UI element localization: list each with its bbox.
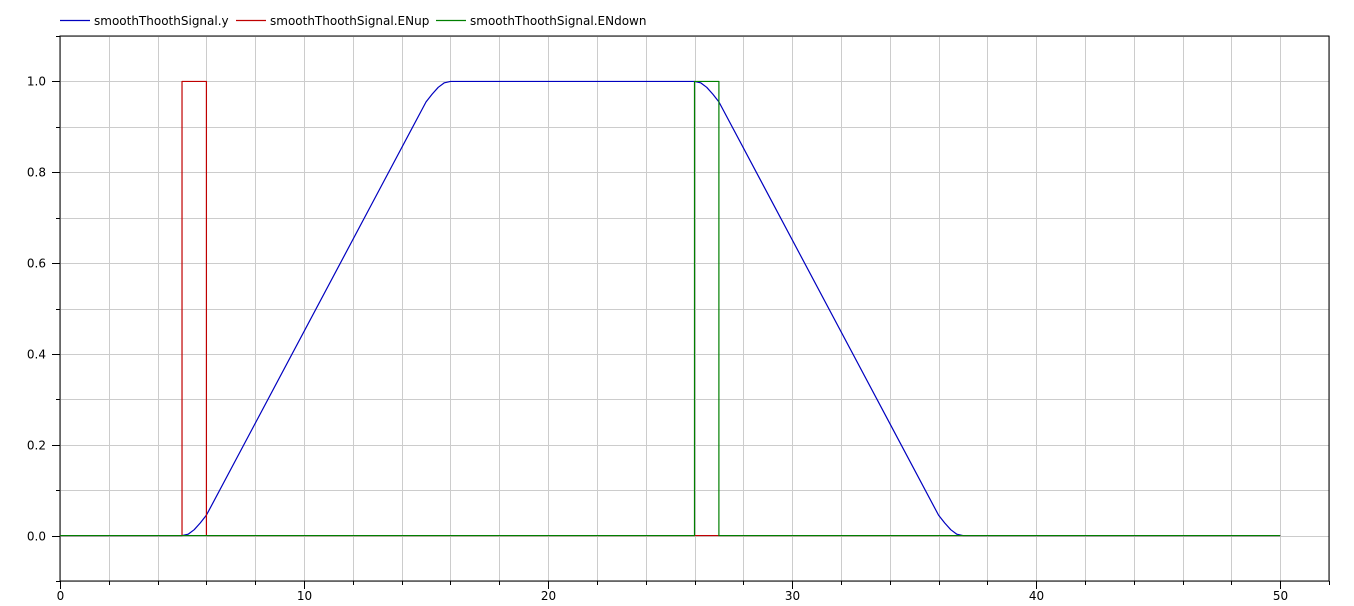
series-line-2 [60, 80, 1281, 537]
plot-frame [59, 35, 1330, 582]
x-tick-label: 0 [57, 589, 65, 603]
legend-label-2: smoothThoothSignal.ENup [270, 14, 429, 28]
y-tick-label: 0.0 [27, 530, 46, 544]
legend-label-3: smoothThoothSignal.ENdown [470, 14, 646, 28]
y-tick-label: 0.8 [27, 166, 46, 180]
y-tick-label: 0.6 [27, 257, 46, 271]
series-group [60, 80, 1281, 537]
legend-label-1: smoothThoothSignal.y [94, 14, 229, 28]
x-tick-label: 30 [785, 589, 800, 603]
series-line-3 [60, 80, 1281, 537]
x-tick-label: 20 [541, 589, 556, 603]
legend: smoothThoothSignal.y smoothThoothSignal.E… [60, 14, 646, 28]
x-tick-label: 10 [297, 589, 312, 603]
x-tick-label: 50 [1273, 589, 1288, 603]
axes: 0 10 20 30 40 50 0.0 0.2 0.4 0.6 0.8 1.0 [27, 36, 1330, 603]
series-line-1 [60, 80, 1281, 537]
y-tick-label: 1.0 [27, 75, 46, 89]
y-tick-label: 0.2 [27, 439, 46, 453]
y-tick-label: 0.4 [27, 348, 46, 362]
x-tick-label: 40 [1029, 589, 1044, 603]
